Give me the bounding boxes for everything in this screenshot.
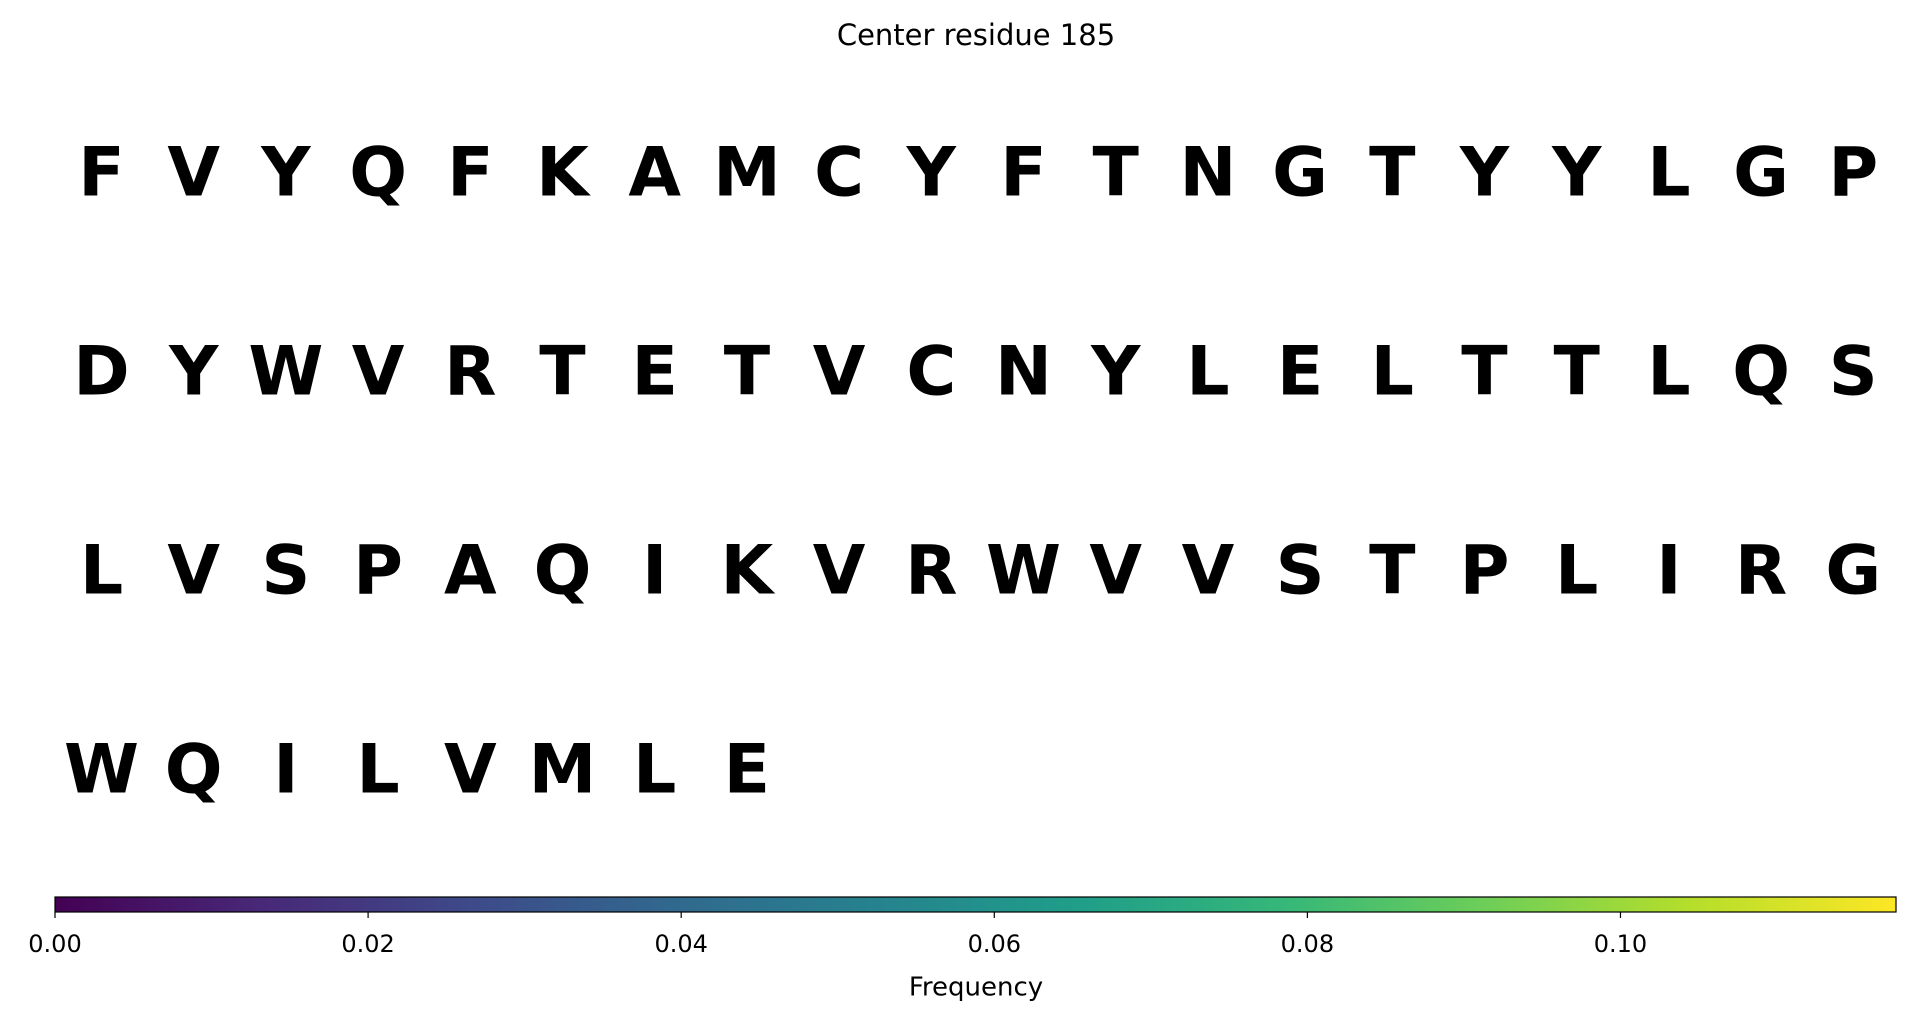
residue: R	[444, 333, 496, 412]
residue: Q	[1732, 333, 1790, 412]
residue: M	[713, 134, 781, 213]
residue: W	[64, 731, 139, 810]
residue: E	[1277, 333, 1323, 412]
residue: E	[631, 333, 677, 412]
x-tick-label: 0.04	[654, 930, 707, 958]
residue: T	[724, 333, 771, 412]
x-tick-label: 0.06	[968, 930, 1021, 958]
residue: I	[273, 731, 298, 810]
residue: C	[814, 134, 864, 213]
residue: Y	[1459, 134, 1510, 213]
residue: F	[447, 134, 493, 213]
residue: P	[1460, 532, 1510, 611]
residue: R	[905, 532, 957, 611]
x-tick-label: 0.00	[28, 930, 81, 958]
residue: G	[1272, 134, 1328, 213]
x-tick-label: 0.10	[1594, 930, 1647, 958]
residue: L	[1647, 134, 1690, 213]
residue: W	[248, 333, 323, 412]
colorbar	[54, 896, 1897, 913]
residue: L	[1555, 532, 1598, 611]
residue: P	[1828, 134, 1878, 213]
residue: A	[628, 134, 681, 213]
residue: Y	[168, 333, 219, 412]
residue: F	[78, 134, 124, 213]
residue: Y	[1090, 333, 1141, 412]
residue: Q	[349, 134, 407, 213]
residue: Y	[906, 134, 957, 213]
residue: E	[724, 731, 770, 810]
residue: T	[1461, 333, 1508, 412]
residue: T	[1093, 134, 1140, 213]
colorbar-label: Frequency	[909, 973, 1043, 1003]
residue: T	[539, 333, 586, 412]
residue: V	[1182, 532, 1235, 611]
residue: K	[721, 532, 776, 611]
residue: N	[995, 333, 1052, 412]
residue: D	[73, 333, 129, 412]
residue: G	[1825, 532, 1881, 611]
residue: T	[1369, 532, 1416, 611]
residue: V	[444, 731, 497, 810]
residue: V	[167, 134, 220, 213]
residue: W	[986, 532, 1061, 611]
residue: I	[642, 532, 667, 611]
residue: Q	[534, 532, 592, 611]
residue: T	[1554, 333, 1601, 412]
residue: L	[1186, 333, 1229, 412]
residue: V	[167, 532, 220, 611]
residue: V	[813, 532, 866, 611]
residue: L	[356, 731, 399, 810]
chart-title: Center residue 185	[837, 18, 1115, 52]
residue: L	[80, 532, 123, 611]
residue: V	[1089, 532, 1142, 611]
residue: G	[1733, 134, 1789, 213]
residue: C	[906, 333, 956, 412]
residue: N	[1179, 134, 1236, 213]
residue: L	[1371, 333, 1414, 412]
residue: S	[1829, 333, 1878, 412]
residue: S	[1276, 532, 1325, 611]
residue: M	[529, 731, 597, 810]
residue: S	[261, 532, 310, 611]
residue: F	[1000, 134, 1046, 213]
residue: V	[352, 333, 405, 412]
residue: L	[633, 731, 676, 810]
residue: R	[1735, 532, 1787, 611]
x-tick-label: 0.08	[1281, 930, 1334, 958]
x-tick-label: 0.02	[341, 930, 394, 958]
residue: Q	[165, 731, 223, 810]
residue: T	[1369, 134, 1416, 213]
residue: P	[353, 532, 403, 611]
residue: I	[1656, 532, 1681, 611]
residue: K	[536, 134, 591, 213]
residue: Y	[260, 134, 311, 213]
residue: L	[1647, 333, 1690, 412]
residue: V	[813, 333, 866, 412]
residue: A	[444, 532, 497, 611]
residue: Y	[1551, 134, 1602, 213]
